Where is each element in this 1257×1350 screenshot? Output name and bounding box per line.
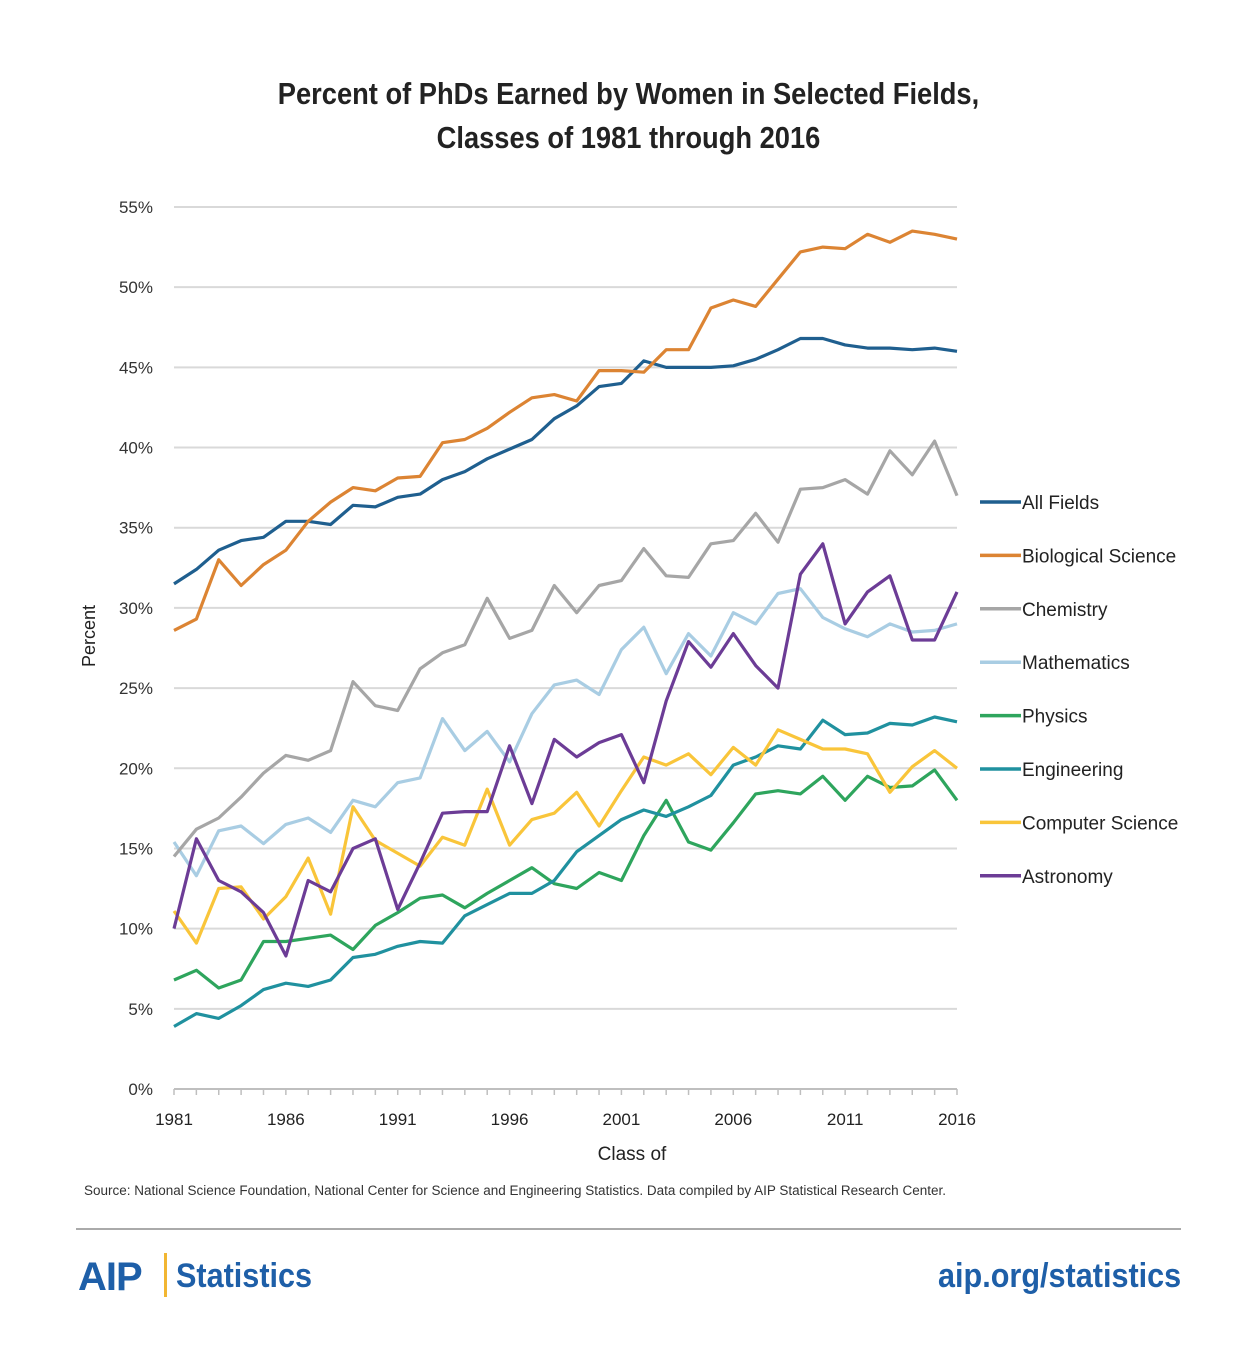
legend-label: Mathematics <box>1022 653 1130 674</box>
series-line-chemistry <box>172 439 959 858</box>
y-tick-label: 55% <box>119 198 153 217</box>
x-tick-labels: 1981 1986 1991 1996 2001 2006 2011 2016 <box>155 1110 976 1129</box>
footer-divider <box>76 1228 1181 1230</box>
legend-label: Biological Science <box>1022 546 1176 567</box>
y-axis-label: Percent <box>79 605 99 667</box>
legend-label: All Fields <box>1022 493 1099 514</box>
chart-title: Percent of PhDs Earned by Women in Selec… <box>75 72 1181 160</box>
y-tick-label: 35% <box>119 519 153 538</box>
legend-item: Astronomy <box>980 867 1113 888</box>
logo-separator <box>164 1253 167 1297</box>
x-tick-label: 1981 <box>155 1110 193 1129</box>
chart-title-line1: Percent of PhDs Earned by Women in Selec… <box>277 76 980 111</box>
x-axis-label: Class of <box>598 1144 667 1165</box>
series-line-physics <box>173 768 959 990</box>
logo-statistics: Statistics <box>176 1257 313 1295</box>
legend-label: Computer Science <box>1022 813 1178 834</box>
y-tick-label: 45% <box>119 358 153 377</box>
legend-item: All Fields <box>980 493 1099 514</box>
legend-item: Engineering <box>980 760 1123 781</box>
x-tick-label: 2006 <box>714 1110 752 1129</box>
legend-item: Biological Science <box>980 546 1176 567</box>
x-tick-label: 1991 <box>379 1110 417 1129</box>
legend-label: Engineering <box>1022 760 1123 781</box>
series-line-biological-science <box>173 229 958 632</box>
legend-item: Chemistry <box>980 600 1108 621</box>
series-line-astronomy <box>172 542 959 958</box>
series-line-mathematics <box>172 587 958 878</box>
aip-logo: AIP <box>78 1255 143 1299</box>
series-line-computer-science <box>172 728 958 945</box>
source-note: Source: National Science Foundation, Nat… <box>84 1183 946 1198</box>
y-tick-label: 5% <box>128 1000 153 1019</box>
x-tick-label: 1986 <box>267 1110 305 1129</box>
line-chart: 0%5%10%15%20%25%30%35%40%45%50%55% 1981 1… <box>79 198 1178 1165</box>
footer-url[interactable]: aip.org/statistics <box>937 1257 1181 1295</box>
y-tick-label: 20% <box>119 759 153 778</box>
series-line-all-fields <box>173 336 958 586</box>
y-tick-label: 40% <box>119 439 153 458</box>
y-tick-labels: 0% 5% 10% 15% 20% 25% 30% 35% 40% 45% 50% 55% <box>119 198 153 1099</box>
legend-label: Physics <box>1022 707 1087 728</box>
y-tick-label: 10% <box>119 920 153 939</box>
legend: All Fields Biological Science Chemistry Mat… <box>980 493 1178 888</box>
y-tick-label: 30% <box>119 599 153 618</box>
y-tick-label: 0% <box>128 1080 153 1099</box>
series-lines <box>172 229 959 1028</box>
y-tick-label: 50% <box>119 278 153 297</box>
legend-item: Physics <box>980 707 1087 728</box>
x-tick-label: 1996 <box>491 1110 529 1129</box>
series-line-engineering <box>173 715 958 1028</box>
chart-title-line2: Classes of 1981 through 2016 <box>436 120 821 155</box>
legend-item: Mathematics <box>980 653 1130 674</box>
x-tick-label: 2001 <box>603 1110 641 1129</box>
legend-label: Chemistry <box>1022 600 1108 621</box>
legend-label: Astronomy <box>1022 867 1113 888</box>
legend-item: Computer Science <box>980 813 1178 834</box>
y-tick-label: 25% <box>119 679 153 698</box>
x-tick-label: 2016 <box>938 1110 976 1129</box>
x-tick-label: 2011 <box>827 1110 864 1129</box>
y-tick-label: 15% <box>119 839 153 858</box>
gridlines <box>173 206 958 1095</box>
